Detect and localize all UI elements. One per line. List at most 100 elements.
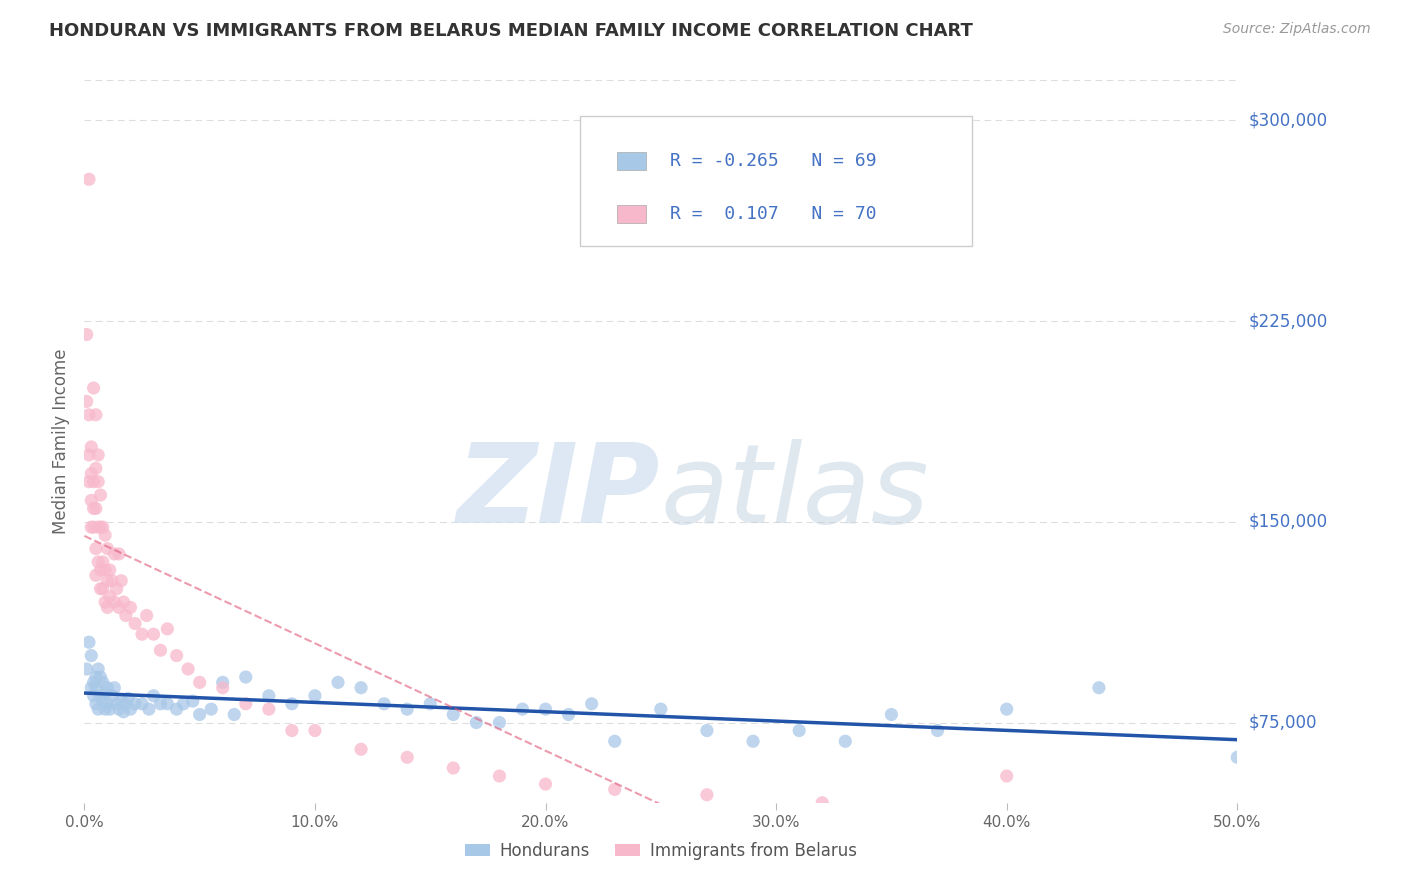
Point	[512, 702, 534, 716]
Point	[89, 670, 111, 684]
Point	[396, 750, 419, 764]
Legend: Hondurans, Immigrants from Belarus: Hondurans, Immigrants from Belarus	[458, 836, 863, 867]
Point	[80, 681, 103, 695]
Point	[603, 734, 626, 748]
Point	[83, 689, 105, 703]
Text: $300,000: $300,000	[1249, 112, 1327, 129]
Point	[91, 555, 114, 569]
Point	[257, 702, 280, 716]
Point	[235, 670, 257, 684]
Point	[98, 563, 121, 577]
Point	[94, 563, 117, 577]
Point	[112, 595, 135, 609]
Point	[89, 689, 111, 703]
Point	[581, 697, 603, 711]
Point	[83, 675, 105, 690]
Point	[87, 662, 110, 676]
Point	[534, 702, 557, 716]
Point	[488, 769, 510, 783]
Point	[84, 461, 107, 475]
Point	[96, 574, 118, 588]
Point	[124, 697, 146, 711]
Point	[89, 582, 111, 596]
Point	[188, 675, 211, 690]
Point	[224, 707, 246, 722]
Text: ZIP: ZIP	[457, 439, 661, 546]
Point	[350, 742, 373, 756]
Point	[108, 547, 131, 561]
Point	[142, 627, 165, 641]
Point	[350, 681, 373, 695]
Point	[124, 616, 146, 631]
Point	[77, 475, 100, 489]
Point	[211, 675, 233, 690]
Point	[419, 697, 441, 711]
Point	[156, 697, 179, 711]
Point	[1088, 681, 1111, 695]
Text: $75,000: $75,000	[1249, 714, 1317, 731]
Point	[83, 381, 105, 395]
Point	[112, 705, 135, 719]
Point	[87, 475, 110, 489]
Point	[84, 541, 107, 556]
Point	[84, 681, 107, 695]
Point	[156, 622, 179, 636]
Point	[84, 670, 107, 684]
Point	[131, 697, 153, 711]
Point	[696, 788, 718, 802]
Point	[91, 694, 114, 708]
Point	[811, 796, 834, 810]
Point	[83, 475, 105, 489]
Point	[84, 697, 107, 711]
Point	[995, 769, 1018, 783]
Text: HONDURAN VS IMMIGRANTS FROM BELARUS MEDIAN FAMILY INCOME CORRELATION CHART: HONDURAN VS IMMIGRANTS FROM BELARUS MEDI…	[49, 22, 973, 40]
Point	[80, 493, 103, 508]
Point	[696, 723, 718, 738]
Point	[96, 697, 118, 711]
Point	[181, 694, 204, 708]
Point	[103, 547, 125, 561]
Point	[80, 520, 103, 534]
Point	[603, 782, 626, 797]
Point	[149, 697, 172, 711]
Point	[396, 702, 419, 716]
Y-axis label: Median Family Income: Median Family Income	[52, 349, 70, 534]
Point	[94, 702, 117, 716]
Point	[787, 723, 810, 738]
Point	[149, 643, 172, 657]
Point	[131, 627, 153, 641]
Point	[188, 707, 211, 722]
Point	[1226, 750, 1249, 764]
Point	[142, 689, 165, 703]
Point	[742, 734, 765, 748]
Point	[94, 528, 117, 542]
Point	[80, 467, 103, 481]
Point	[281, 697, 304, 711]
Point	[77, 448, 100, 462]
Text: atlas: atlas	[661, 439, 929, 546]
Point	[326, 675, 349, 690]
Point	[77, 635, 100, 649]
Point	[177, 662, 200, 676]
Point	[110, 694, 132, 708]
Point	[103, 681, 125, 695]
Point	[166, 702, 188, 716]
Point	[96, 541, 118, 556]
Text: $150,000: $150,000	[1249, 513, 1327, 531]
Point	[166, 648, 188, 663]
Point	[94, 595, 117, 609]
Point	[96, 681, 118, 695]
FancyBboxPatch shape	[581, 117, 972, 246]
Point	[80, 648, 103, 663]
Point	[281, 723, 304, 738]
Point	[89, 488, 111, 502]
Point	[77, 408, 100, 422]
Point	[200, 702, 222, 716]
Point	[76, 662, 98, 676]
Point	[108, 702, 131, 716]
Point	[84, 408, 107, 422]
Point	[94, 686, 117, 700]
Point	[80, 440, 103, 454]
Point	[441, 761, 464, 775]
Point	[87, 520, 110, 534]
